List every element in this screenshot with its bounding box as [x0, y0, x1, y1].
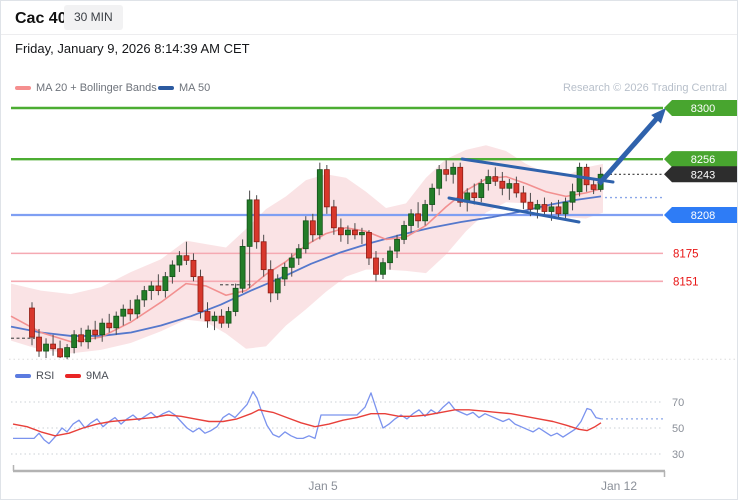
instrument-title: Cac 40 — [15, 10, 67, 27]
ma20-swatch-icon — [15, 86, 31, 90]
rsi-gridline-label: 70 — [672, 397, 684, 409]
rsi-line — [13, 390, 602, 445]
9ma-swatch-icon — [65, 374, 81, 378]
research-watermark: Research © 2026 Trading Central — [562, 82, 727, 94]
x-axis-label: Jan 12 — [601, 479, 637, 493]
svg-text:8243: 8243 — [691, 169, 715, 181]
trendline-2 — [447, 196, 581, 224]
svg-text:8208: 8208 — [691, 210, 715, 222]
rsi-legend: RSI 9MA — [1, 369, 737, 383]
x-axis-label: Jan 5 — [308, 479, 338, 493]
price-tag-8243 — [664, 166, 737, 183]
price-label-8175: 8175 — [673, 248, 699, 260]
rsi-9ma-line — [12, 409, 602, 437]
price-tag-8256 — [664, 151, 737, 168]
price-legend: MA 20 + Bollinger Bands MA 50 Research ©… — [1, 81, 737, 95]
rsi-gridline-label: 30 — [672, 449, 684, 461]
ma50-swatch-icon — [158, 86, 174, 90]
report-datetime: Friday, January 9, 2026 8:14:39 AM CET — [15, 41, 250, 56]
ma50-legend-label: MA 50 — [179, 82, 211, 94]
ma50-line — [10, 195, 602, 337]
title-bar: Cac 40 30 MIN — [1, 1, 737, 35]
rsi-legend-label: RSI — [36, 370, 55, 382]
svg-text:8256: 8256 — [691, 154, 715, 166]
up-arrow-icon — [651, 108, 666, 124]
svg-text:8300: 8300 — [691, 103, 715, 115]
bollinger-band-area — [11, 145, 603, 354]
rsi-gridline-label: 50 — [672, 423, 684, 435]
9ma-legend-label: 9MA — [86, 370, 109, 382]
price-tag-8208 — [664, 206, 737, 223]
ma20-legend-label: MA 20 + Bollinger Bands — [36, 82, 157, 94]
candles-layer — [29, 160, 604, 360]
price-tag-8300 — [664, 100, 737, 116]
rsi-swatch-icon — [15, 374, 31, 378]
timeframe-badge: 30 MIN — [64, 5, 123, 30]
trendline-1 — [460, 157, 615, 184]
price-label-8151: 8151 — [673, 276, 699, 288]
